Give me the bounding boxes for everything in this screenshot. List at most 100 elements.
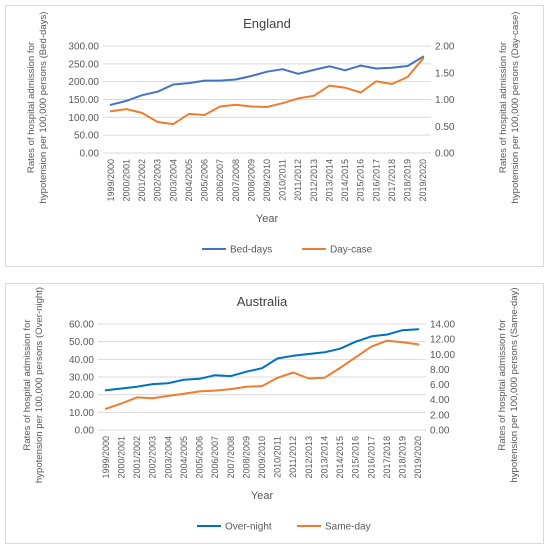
data-point-same-day [245,385,248,388]
y-axis-label-line: Rates of hospital admission for [26,41,37,173]
data-point-bed-days [188,82,190,84]
data-point-over-night [323,351,326,354]
data-point-over-night [276,357,279,360]
legend-label: Bed-days [230,245,272,256]
data-point-over-night [167,382,170,385]
x-tick-label: 2005/2006 [200,159,210,202]
data-point-same-day [354,356,357,359]
data-point-day-case [141,111,143,114]
x-tick-label: 2008/2009 [246,159,256,202]
data-point-over-night [261,367,263,370]
data-point-bed-days [172,83,175,86]
data-point-day-case [391,83,393,85]
x-tick-label: 2006/2007 [215,159,225,202]
y2-axis-label-line: Rates of hospital admission for [498,41,509,173]
y2-tick-label: 0.00 [435,149,455,160]
x-tick-label: 2018/2019 [403,159,413,202]
y2-axis-label-line: hypotension per 100,000 persons (Day-cas… [510,12,521,204]
data-point-over-night [386,333,388,336]
y2-axis-label-line: hypotension per 100,000 persons (Same-da… [509,287,520,482]
data-point-bed-days [375,67,378,70]
x-tick-label: 2001/2002 [132,436,142,479]
data-point-day-case [219,105,222,108]
data-point-same-day [276,376,279,379]
data-point-same-day [229,388,232,391]
data-point-same-day [183,392,185,395]
x-tick-label: 2014/2015 [340,159,350,202]
x-axis-label: Year [256,213,279,225]
data-point-same-day [120,402,123,405]
data-point-day-case [203,114,206,116]
data-point-over-night [339,347,341,350]
x-tick-label: 2012/2013 [304,436,314,479]
data-point-same-day [136,396,138,399]
x-tick-label: 2001/2002 [137,159,147,202]
data-point-over-night [245,370,248,373]
data-point-bed-days [406,65,409,67]
data-point-over-night [151,383,154,385]
x-tick-label: 2015/2016 [351,436,361,479]
x-tick-label: 2010/2011 [278,159,288,201]
data-point-day-case [156,121,159,123]
x-tick-label: 2011/2012 [293,159,303,201]
data-point-same-day [386,339,388,342]
data-point-over-night [229,375,232,378]
data-point-day-case [125,108,128,111]
x-tick-label: 2009/2010 [257,436,267,479]
x-tick-label: 2011/2012 [288,436,298,478]
data-point-bed-days [203,79,206,82]
x-tick-label: 2016/2017 [366,436,376,479]
chart-england-svg: England 0.00 50.00 100.00 150.00 200.00 250.00… [26,12,521,256]
data-point-over-night [370,335,373,338]
data-point-bed-days [344,69,346,72]
x-tick-label: 2007/2008 [226,436,236,479]
data-point-day-case [422,57,425,60]
data-point-bed-days [125,100,128,102]
data-point-over-night [401,329,404,332]
data-point-same-day [417,343,420,346]
data-point-same-day [307,377,310,380]
data-point-bed-days [359,64,362,67]
data-point-day-case [297,97,300,100]
x-tick-label: 2000/2001 [116,436,126,479]
data-point-day-case [406,76,409,78]
data-point-over-night [214,374,217,377]
data-point-bed-days [266,70,268,73]
legend-label: Over-night [225,522,272,533]
data-point-day-case [281,102,284,105]
data-point-over-night [136,385,138,388]
y-tick-label: 200.00 [68,77,99,88]
x-tick-label: 2007/2008 [231,159,241,202]
x-tick-label: 1999/2000 [106,159,116,202]
y2-tick-label: 10.00 [430,350,455,361]
y-axis-label-line: Rates of hospital admission for [22,319,33,451]
y2-tick-label: 8.00 [430,365,450,376]
data-point-bed-days [234,78,237,81]
y-tick-label: 60.00 [69,320,94,331]
x-tick-label: 2018/2019 [398,436,408,479]
x-tick-label: 2014/2015 [335,436,345,479]
data-point-same-day [292,371,295,374]
chart-australia-svg: Australia 0.00 10.00 20.00 30.00 40.00 50.00 60… [22,287,520,533]
data-point-day-case [328,84,331,87]
legend-label: Same-day [325,522,371,533]
y2-tick-label: 1.00 [435,95,455,106]
x-tick-label: 2004/2005 [184,159,194,202]
x-tick-label: 2005/2006 [195,436,205,479]
data-point-bed-days [297,72,300,75]
data-point-same-day [370,345,373,348]
x-tick-label: 2002/2003 [153,159,163,202]
x-tick-label: 2015/2016 [356,159,366,202]
y-tick-label: 40.00 [69,355,94,366]
x-tick-label: 2003/2004 [168,159,178,202]
data-point-over-night [183,378,185,381]
y2-axis-label-line: Rates of hospital admission for [497,319,508,451]
y-tick-label: 0.00 [75,426,95,437]
data-point-day-case [172,123,175,126]
data-point-same-day [198,390,201,393]
data-point-over-night [120,387,123,390]
y2-tick-label: 0.00 [430,426,450,437]
y-tick-label: 50.00 [74,131,99,142]
x-tick-label: 2017/2018 [382,436,392,479]
x-tick-label: 2019/2020 [418,159,428,202]
